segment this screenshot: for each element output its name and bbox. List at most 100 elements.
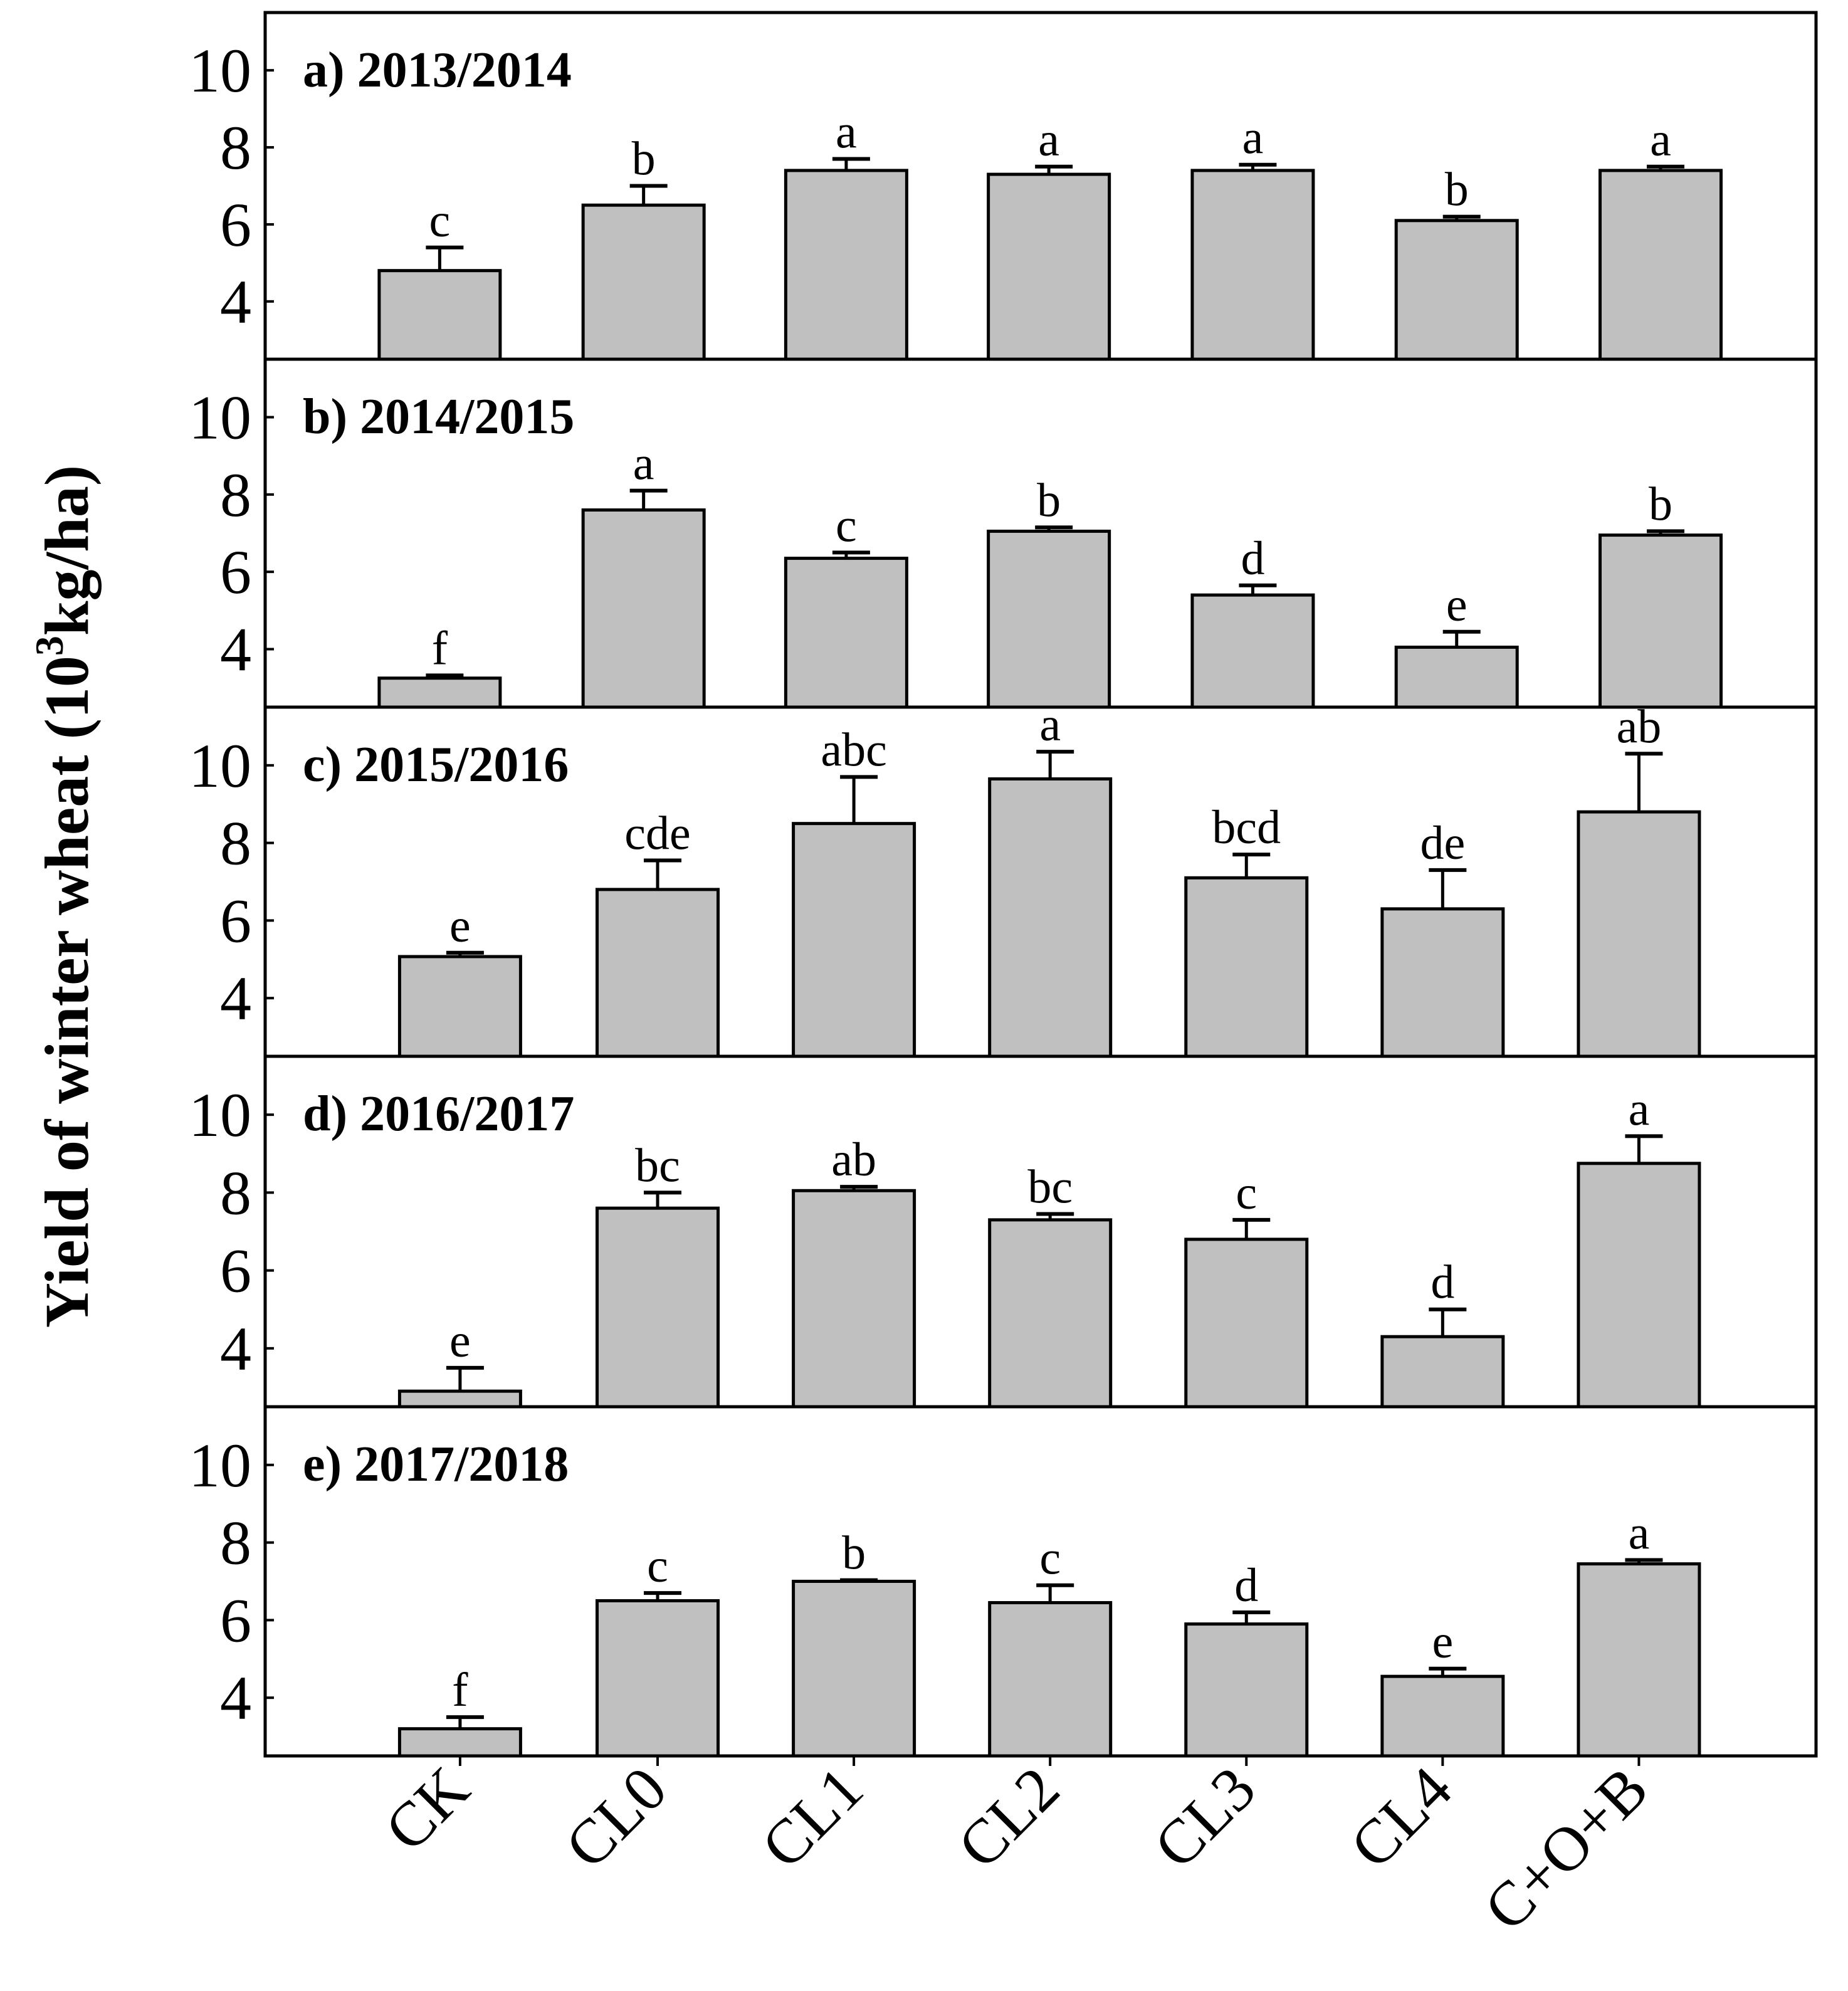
- y-tick-label: 4: [220, 1314, 251, 1384]
- significance-letter: b: [842, 1527, 866, 1580]
- x-tick-label: C+O+B: [1471, 1753, 1661, 1944]
- significance-letter: e: [1432, 1615, 1453, 1668]
- bar-CK: [377, 676, 502, 709]
- x-tick-label: CL4: [1337, 1753, 1465, 1881]
- bar-CL2: [988, 777, 1113, 1058]
- significance-letter: b: [1649, 478, 1672, 530]
- panel-5: 4 68 10 e) 2017/2018 f c b c d e a: [189, 1405, 1818, 1766]
- panel-1: 46 8 10 a) 2013/2014 c b a a a b a: [189, 11, 1818, 361]
- bar-CL1: [792, 1580, 916, 1758]
- bar-CL2: [987, 172, 1111, 361]
- significance-letter: c: [429, 194, 451, 247]
- bar-CL0: [596, 1206, 720, 1409]
- bar-C+O+B: [1598, 169, 1723, 361]
- significance-letter: cde: [624, 807, 690, 859]
- y-tick-label: 8: [220, 1508, 251, 1578]
- panel-title: b) 2014/2015: [303, 389, 574, 444]
- bar-CL1: [792, 1189, 916, 1409]
- bar-CK: [377, 269, 502, 361]
- significance-letter: a: [1629, 1506, 1650, 1559]
- significance-letter: bcd: [1212, 801, 1281, 854]
- significance-letter: a: [1038, 113, 1059, 166]
- y-tick-label: 4: [220, 615, 251, 685]
- panel-4: 4 6 8 10 d) 2016/2017 e bc ab bc c d a: [189, 1054, 1818, 1409]
- significance-letter: a: [1039, 698, 1061, 751]
- x-tick-label: CL0: [552, 1753, 680, 1881]
- significance-letter: e: [449, 900, 471, 952]
- significance-letter: f: [452, 1664, 468, 1716]
- bar-CL2: [988, 1218, 1113, 1409]
- y-tick-label: 4: [220, 1663, 251, 1733]
- significance-letter: de: [1420, 817, 1465, 869]
- bar-CL1: [784, 557, 908, 709]
- y-tick-label: 10: [189, 36, 251, 105]
- bar-CL4: [1380, 907, 1505, 1058]
- bar-C+O+B: [1577, 1562, 1701, 1758]
- bar-CL3: [1190, 169, 1315, 361]
- significance-letter: b: [1445, 164, 1469, 216]
- significance-letter: bc: [1027, 1161, 1073, 1214]
- y-tick-label: 10: [189, 1431, 251, 1500]
- significance-letter: c: [1039, 1532, 1061, 1585]
- y-tick-label: 10: [189, 383, 251, 453]
- y-tick-label: 8: [220, 113, 251, 182]
- bar-CL0: [596, 1599, 720, 1758]
- bar-CL4: [1380, 1335, 1505, 1409]
- x-tick-label: CL2: [945, 1753, 1073, 1881]
- significance-letter: a: [1242, 112, 1264, 164]
- bar-CK: [397, 1389, 522, 1409]
- bar-C+O+B: [1577, 810, 1701, 1058]
- bar-CL0: [581, 203, 706, 361]
- panel-3: 4 6 8 10 c) 2015/2016 e cde abc a bcd de ab: [189, 698, 1818, 1058]
- bar-CL0: [596, 888, 720, 1058]
- significance-letter: bc: [635, 1139, 680, 1192]
- bar-CL3: [1184, 1622, 1309, 1758]
- bar-CK: [397, 955, 522, 1058]
- significance-letter: ab: [831, 1133, 876, 1186]
- y-axis-label: Yield of winter wheat (103kg/ha): [27, 465, 102, 1328]
- y-tick-label: 6: [220, 886, 251, 955]
- bar-CL4: [1394, 219, 1519, 361]
- significance-letter: a: [836, 105, 857, 158]
- significance-letter: b: [1037, 474, 1061, 527]
- significance-letter: e: [1446, 579, 1467, 631]
- bar-C+O+B: [1598, 533, 1723, 709]
- significance-letter: a: [633, 438, 654, 490]
- y-tick-label: 4: [220, 964, 251, 1033]
- bar-CL3: [1190, 593, 1315, 709]
- y-tick-label: 6: [220, 190, 251, 260]
- bar-CL2: [988, 1601, 1113, 1758]
- y-tick-label: 8: [220, 809, 251, 878]
- significance-letter: d: [1234, 1559, 1258, 1612]
- bar-CL1: [784, 169, 908, 361]
- significance-letter: c: [647, 1540, 668, 1592]
- x-tick-label: CK: [372, 1753, 483, 1864]
- significance-letter: d: [1241, 532, 1264, 585]
- bar-CL1: [792, 822, 916, 1058]
- x-tick-label: CL3: [1141, 1753, 1269, 1881]
- significance-letter: a: [1650, 113, 1671, 166]
- bar-C+O+B: [1577, 1162, 1701, 1409]
- y-tick-label: 6: [220, 537, 251, 607]
- y-tick-label: 8: [220, 460, 251, 530]
- significance-letter: c: [836, 499, 857, 552]
- y-tick-label: 10: [189, 731, 251, 801]
- significance-letter: d: [1431, 1256, 1454, 1309]
- y-tick-label: 6: [220, 1585, 251, 1655]
- bar-CL4: [1380, 1674, 1505, 1758]
- bar-CL3: [1184, 1237, 1309, 1409]
- y-tick-label: 10: [189, 1080, 251, 1150]
- panel-title: c) 2015/2016: [303, 737, 569, 792]
- significance-letter: ab: [1617, 700, 1662, 753]
- y-tick-label: 4: [220, 267, 251, 337]
- y-tick-label: 6: [220, 1236, 251, 1306]
- significance-letter: f: [432, 622, 448, 675]
- significance-letter: abc: [821, 723, 886, 776]
- bar-CL0: [581, 508, 706, 709]
- panel-title: d) 2016/2017: [303, 1086, 574, 1142]
- x-tick-label: CL1: [748, 1753, 876, 1881]
- significance-letter: e: [449, 1315, 471, 1367]
- bar-CL3: [1184, 876, 1309, 1058]
